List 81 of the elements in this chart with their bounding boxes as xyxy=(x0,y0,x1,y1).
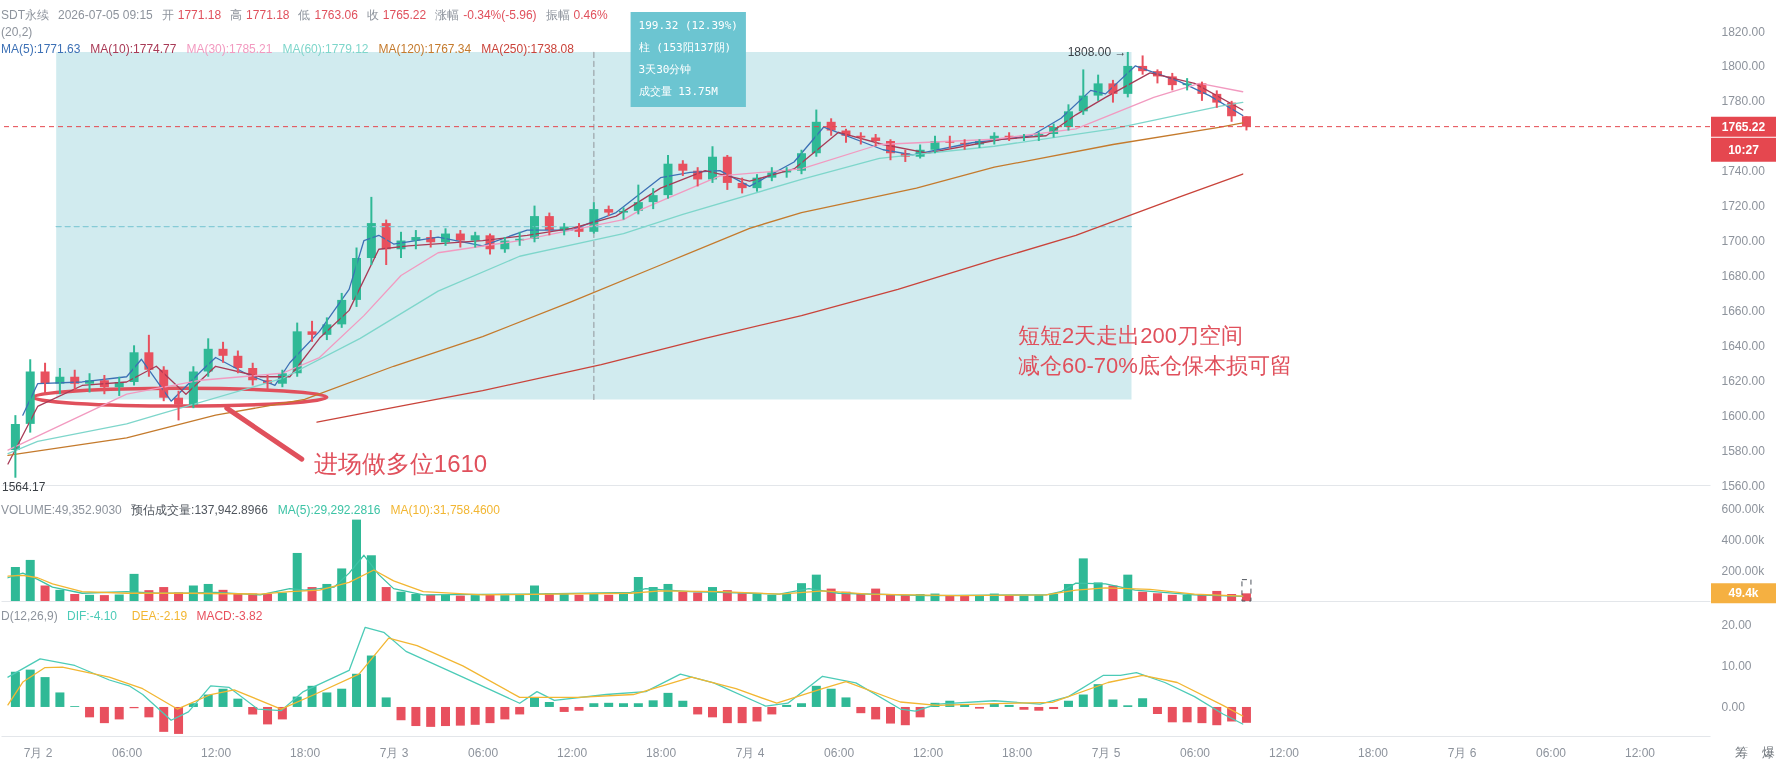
text: 预估成交量:137,942.8966 xyxy=(131,503,269,518)
x-tick-label: 7月 4 xyxy=(735,745,765,760)
legend-title: VOLUME:49,352.9030 xyxy=(1,503,123,518)
y-tick-label: 1600.00 xyxy=(1721,408,1766,423)
text: MACD:-3.82 xyxy=(196,608,263,623)
x-tick-label: 06:00 xyxy=(468,745,499,760)
text: 涨幅 xyxy=(435,8,460,23)
x-tick-label: 12:00 xyxy=(557,745,588,760)
annotation: (20,2) xyxy=(1,25,33,40)
y-tick-label: 0.00 xyxy=(1721,700,1746,715)
text: SDT永续 xyxy=(1,8,49,23)
annotation: 进场做多位1610 xyxy=(313,450,488,478)
y-tick-label: 1780.00 xyxy=(1721,94,1766,109)
text: 1763.06 xyxy=(314,8,359,23)
y-tick-label: 1800.00 xyxy=(1721,59,1766,74)
x-tick-label: 06:00 xyxy=(112,745,143,760)
x-tick-label: 12:00 xyxy=(1269,745,1300,760)
x-tick-label: 18:00 xyxy=(1358,745,1389,760)
x-tick-label: 12:00 xyxy=(1624,745,1656,760)
x-tick-label: 7月 5 xyxy=(1091,745,1121,760)
text: 1771.18 xyxy=(177,8,222,23)
y-tick-label: 1820.00 xyxy=(1721,24,1766,39)
annotation: 成交量 13.75M xyxy=(638,85,719,98)
annotation: 3天30分钟 xyxy=(638,63,692,76)
x-tick-label: 7月 3 xyxy=(379,745,409,760)
x-tick-label: 7月 6 xyxy=(1447,745,1477,760)
text: MA(10):1774.77 xyxy=(90,42,177,57)
x-tick-label: 12:00 xyxy=(201,745,232,760)
x-tick-label: 18:00 xyxy=(1002,745,1033,760)
x-tick-label: 18:00 xyxy=(290,745,321,760)
y-tick-label: 1640.00 xyxy=(1721,338,1766,353)
text: 10:27 xyxy=(1728,142,1760,157)
text: 开 xyxy=(161,8,174,23)
y-tick-label: 1720.00 xyxy=(1721,199,1766,214)
annotation: 1564.17 xyxy=(2,479,46,494)
x-tick-label: 06:00 xyxy=(824,745,855,760)
x-tick-label: 12:00 xyxy=(913,745,944,760)
text: DIF:-4.10 xyxy=(67,608,118,623)
text: 振幅 xyxy=(545,8,570,23)
text: 0.46% xyxy=(573,8,608,23)
text: MA(10):31,758.4600 xyxy=(390,503,501,518)
y-tick-label: 1680.00 xyxy=(1721,268,1766,283)
y-tick-label: 1740.00 xyxy=(1721,164,1766,179)
text: 爆 xyxy=(1761,745,1775,760)
ref-line-label: 1765.22 xyxy=(1721,119,1766,134)
text: MA(120):1767.34 xyxy=(378,42,472,57)
text: MA(250):1738.08 xyxy=(481,42,575,57)
text: 筹 xyxy=(1734,745,1748,760)
x-tick-label: 06:00 xyxy=(1180,745,1211,760)
annotation: 短短2天走出200刀空间 xyxy=(1018,323,1243,348)
text: -0.34%(-5.96) xyxy=(463,8,537,23)
text: 高 xyxy=(230,8,243,23)
y-tick-label: 400.00k xyxy=(1721,532,1766,547)
x-tick-label: 18:00 xyxy=(646,745,677,760)
y-tick-label: 200.00k xyxy=(1721,563,1766,578)
annotation: 1808.00 → xyxy=(1067,44,1127,59)
x-tick-label: 06:00 xyxy=(1535,745,1567,760)
annotation: 减仓60-70%底仓保本损可留 xyxy=(1018,353,1292,378)
x-tick-label: 7月 2 xyxy=(23,745,53,760)
y-tick-label: 10.00 xyxy=(1721,658,1752,673)
text: DEA:-2.19 xyxy=(131,608,188,623)
text: 低 xyxy=(298,8,311,23)
text: 1771.18 xyxy=(246,8,290,23)
annotation: 199.32 (12.39%) xyxy=(638,19,738,32)
text: MA(30):1785.21 xyxy=(186,42,273,57)
text: MA(5):29,292.2816 xyxy=(277,503,381,518)
text: 1765.22 xyxy=(382,8,427,23)
y-tick-label: 20.00 xyxy=(1721,617,1752,632)
y-tick-label: 1620.00 xyxy=(1721,373,1766,388)
y-tick-label: 1660.00 xyxy=(1721,303,1766,318)
y-tick-label: 1700.00 xyxy=(1721,234,1766,249)
y-tick-label: 1560.00 xyxy=(1721,478,1766,493)
text: MA(60):1779.12 xyxy=(282,42,369,57)
legend-title: D(12,26,9) xyxy=(1,608,58,623)
text: 2026-07-05 09:15 xyxy=(58,8,154,23)
y-tick-label: 600.00k xyxy=(1721,501,1766,516)
y-tick-label: 1580.00 xyxy=(1721,443,1766,458)
annotation: 柱 (153阳137阴) xyxy=(638,41,732,54)
text: 49.4k xyxy=(1728,586,1759,601)
text: MA(5):1771.63 xyxy=(1,42,81,57)
text: 收 xyxy=(366,8,379,23)
